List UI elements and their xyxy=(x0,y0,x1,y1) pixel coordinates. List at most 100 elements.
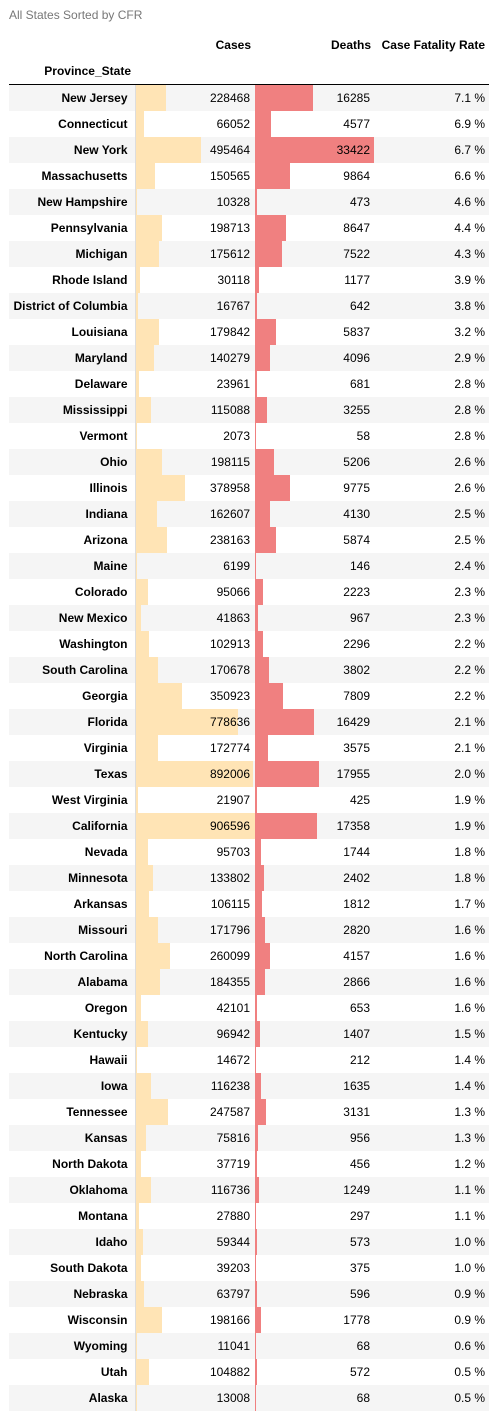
deaths-bar xyxy=(255,657,269,683)
table-row: Virginia 172774 3575 2.1 % xyxy=(9,735,489,761)
cases-cell: 238163 xyxy=(134,527,255,553)
deaths-cell: 1778 xyxy=(255,1307,375,1333)
cfr-header: Case Fatality Rate xyxy=(381,38,485,52)
deaths-value: 2296 xyxy=(343,637,370,651)
cases-value: 198166 xyxy=(209,1313,250,1327)
cases-bar xyxy=(135,345,154,371)
cfr-value: 2.1 % xyxy=(454,715,485,729)
table-row: New Hampshire 10328 473 4.6 % xyxy=(9,189,489,215)
deaths-value: 1812 xyxy=(343,897,370,911)
cases-value: 6199 xyxy=(223,559,250,573)
cases-value: 162607 xyxy=(209,507,250,521)
deaths-cell: 2820 xyxy=(255,917,375,943)
deaths-value: 3802 xyxy=(343,663,370,677)
cases-cell: 184355 xyxy=(134,969,255,995)
deaths-cell: 2866 xyxy=(255,969,375,995)
deaths-bar xyxy=(255,215,286,241)
cases-value: 14672 xyxy=(216,1053,250,1067)
deaths-bar xyxy=(255,709,314,735)
state-label: Maine xyxy=(93,559,128,573)
deaths-cell: 5874 xyxy=(255,527,375,553)
deaths-value: 68 xyxy=(356,1339,370,1353)
cases-value: 42101 xyxy=(216,1001,250,1015)
deaths-bar xyxy=(255,137,374,163)
deaths-bar xyxy=(255,371,258,397)
cases-bar xyxy=(135,1021,149,1047)
cfr-value: 2.9 % xyxy=(454,351,485,365)
cases-cell: 95703 xyxy=(134,839,255,865)
deaths-bar xyxy=(255,189,257,215)
cases-bar xyxy=(135,1307,162,1333)
cases-cell: 198713 xyxy=(134,215,255,241)
cases-cell: 37719 xyxy=(134,1151,255,1177)
cases-cell: 106115 xyxy=(134,891,255,917)
deaths-bar xyxy=(255,1021,260,1047)
table-row: Ohio 198115 5206 2.6 % xyxy=(9,449,489,475)
deaths-cell: 456 xyxy=(255,1151,375,1177)
table-row: Mississippi 115088 3255 2.8 % xyxy=(9,397,489,423)
cases-cell: 906596 xyxy=(134,813,255,839)
deaths-cell: 1177 xyxy=(255,267,375,293)
cfr-value: 2.4 % xyxy=(454,559,485,573)
deaths-bar xyxy=(255,1047,256,1073)
deaths-bar xyxy=(255,631,264,657)
cases-cell: 75816 xyxy=(134,1125,255,1151)
cases-bar xyxy=(135,709,238,735)
cases-cell: 42101 xyxy=(134,995,255,1021)
cases-cell: 172774 xyxy=(134,735,255,761)
deaths-bar xyxy=(255,293,258,319)
table-row: South Carolina 170678 3802 2.2 % xyxy=(9,657,489,683)
cases-value: 198713 xyxy=(209,221,250,235)
cases-value: 66052 xyxy=(216,117,250,131)
deaths-bar xyxy=(255,1307,262,1333)
deaths-cell: 68 xyxy=(255,1333,375,1359)
deaths-cell: 1249 xyxy=(255,1177,375,1203)
deaths-value: 653 xyxy=(349,1001,370,1015)
cases-cell: 150565 xyxy=(134,163,255,189)
deaths-cell: 9864 xyxy=(255,163,375,189)
cases-bar xyxy=(135,839,149,865)
cases-bar xyxy=(135,85,166,111)
deaths-bar xyxy=(255,345,270,371)
deaths-value: 572 xyxy=(349,1365,370,1379)
cfr-value: 1.7 % xyxy=(454,897,485,911)
deaths-cell: 653 xyxy=(255,995,375,1021)
state-label: New Hampshire xyxy=(37,195,128,209)
deaths-bar xyxy=(255,1099,267,1125)
deaths-bar xyxy=(255,1151,257,1177)
deaths-value: 9775 xyxy=(343,481,370,495)
cases-value: 104882 xyxy=(209,1365,250,1379)
state-label: Wisconsin xyxy=(67,1313,128,1327)
table-row: Kansas 75816 956 1.3 % xyxy=(9,1125,489,1151)
cfr-value: 2.8 % xyxy=(454,429,485,443)
table-row: Indiana 162607 4130 2.5 % xyxy=(9,501,489,527)
table-row: Pennsylvania 198713 8647 4.4 % xyxy=(9,215,489,241)
deaths-bar xyxy=(255,241,282,267)
cases-value: 13008 xyxy=(216,1391,250,1405)
cases-bar xyxy=(135,1359,150,1385)
deaths-value: 967 xyxy=(349,611,370,625)
table-row: Oregon 42101 653 1.6 % xyxy=(9,995,489,1021)
cfr-value: 1.1 % xyxy=(454,1209,485,1223)
deaths-bar xyxy=(255,1177,260,1203)
state-label: Pennsylvania xyxy=(50,221,128,235)
state-label: Kentucky xyxy=(73,1027,128,1041)
table-body: New Jersey 228468 16285 7.1 % Connecticut 660… xyxy=(9,84,489,1411)
table-row: Washington 102913 2296 2.2 % xyxy=(9,631,489,657)
cfr-value: 2.2 % xyxy=(454,689,485,703)
column-header-row: Cases Deaths Case Fatality Rate xyxy=(9,32,489,58)
cases-cell: 175612 xyxy=(134,241,255,267)
cfr-value: 2.5 % xyxy=(454,507,485,521)
table-row: Montana 27880 297 1.1 % xyxy=(9,1203,489,1229)
table-row: Minnesota 133802 2402 1.8 % xyxy=(9,865,489,891)
state-label: Alabama xyxy=(77,975,128,989)
cases-bar xyxy=(135,241,159,267)
deaths-bar xyxy=(255,267,260,293)
cases-value: 378958 xyxy=(209,481,250,495)
deaths-bar xyxy=(255,1125,259,1151)
deaths-value: 2866 xyxy=(343,975,370,989)
deaths-value: 146 xyxy=(349,559,370,573)
deaths-bar xyxy=(255,1203,257,1229)
cases-value: 238163 xyxy=(209,533,250,547)
cfr-value: 0.6 % xyxy=(454,1339,485,1353)
